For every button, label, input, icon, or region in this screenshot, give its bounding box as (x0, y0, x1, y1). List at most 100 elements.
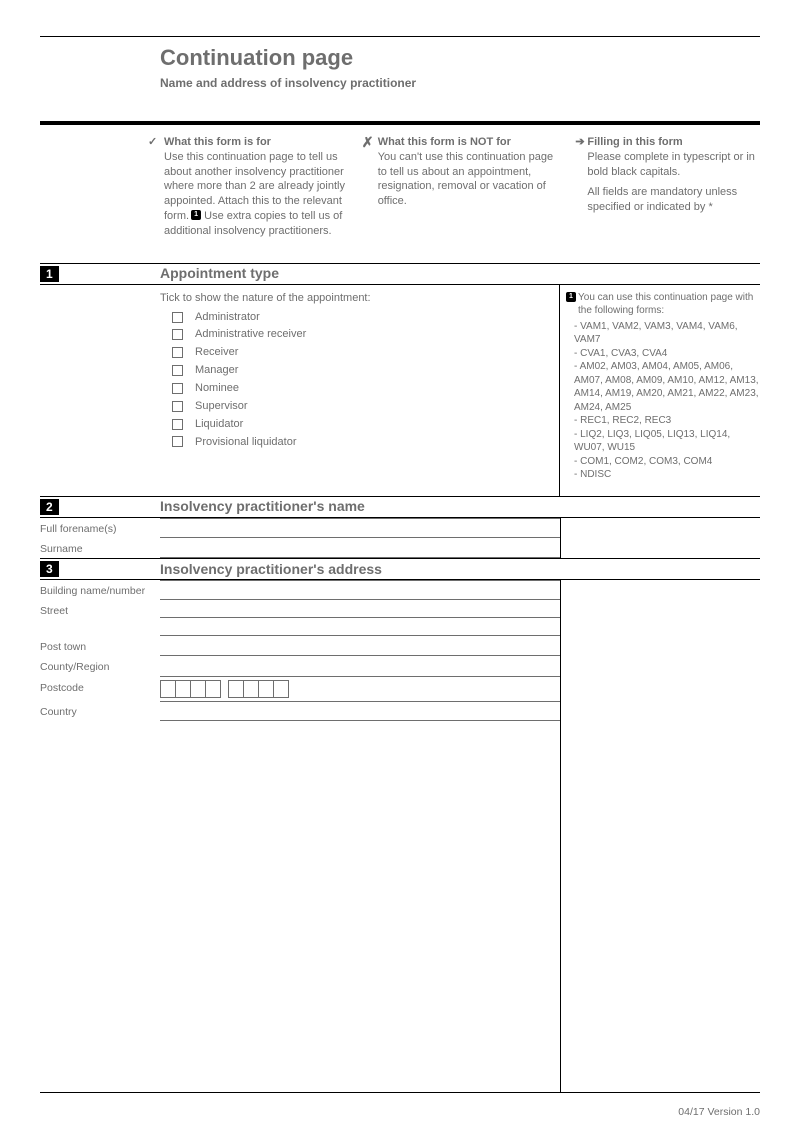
label-street: Street (40, 600, 160, 636)
intro-filling-line1: Please complete in typescript or in bold… (587, 150, 760, 180)
field-county[interactable] (160, 656, 560, 676)
footnote-marker-icon: 1 (191, 210, 201, 220)
list-item: Administrative receiver (172, 327, 551, 342)
field-posttown[interactable] (160, 636, 560, 656)
field-street-1[interactable] (160, 600, 560, 618)
form-row-county: County/Region (40, 656, 560, 676)
list-item: AM02, AM03, AM04, AM05, AM06, AM07, AM08… (574, 360, 760, 414)
form-row-forenames: Full forename(s) (40, 518, 560, 538)
list-item: Receiver (172, 345, 551, 360)
list-item: Manager (172, 363, 551, 378)
postcode-char[interactable] (258, 680, 274, 698)
sidenote-list: VAM1, VAM2, VAM3, VAM4, VAM6, VAM7 CVA1,… (574, 320, 760, 482)
field-building[interactable] (160, 580, 560, 600)
intro-filling: ➔ Filling in this form Please complete i… (577, 135, 760, 245)
section-3-body: Building name/number Street Post town Co… (40, 580, 760, 721)
checkbox[interactable] (172, 312, 183, 323)
section-3-number: 3 (40, 561, 59, 577)
section-1-title: Appointment type (160, 264, 279, 284)
section-1-head: 1 Appointment type (40, 263, 760, 285)
page-subtitle: Name and address of insolvency practitio… (160, 75, 760, 91)
page: Continuation page Name and address of in… (0, 0, 800, 1131)
section-1-body: Tick to show the nature of the appointme… (40, 285, 760, 496)
checkbox[interactable] (172, 436, 183, 447)
intro-block: ✓ What this form is for Use this continu… (40, 125, 760, 263)
postcode-char[interactable] (228, 680, 244, 698)
header: Continuation page Name and address of in… (40, 37, 760, 121)
postcode-char[interactable] (190, 680, 206, 698)
postcode-boxes (160, 677, 556, 701)
cross-icon: ✗ (362, 133, 374, 152)
option-label: Nominee (195, 381, 239, 396)
list-item: Liquidator (172, 417, 551, 432)
intro-notfor-body: You can't use this continuation page to … (378, 150, 560, 209)
list-item: CVA1, CVA3, CVA4 (574, 347, 760, 361)
section-3-remainder (40, 721, 760, 1093)
arrow-icon: ➔ (575, 135, 584, 150)
intro-what-for: ✓ What this form is for Use this continu… (150, 135, 346, 245)
checkbox[interactable] (172, 383, 183, 394)
section-2-title: Insolvency practitioner's name (160, 497, 365, 517)
postcode-char[interactable] (205, 680, 221, 698)
section-2-number: 2 (40, 499, 59, 515)
footnote-marker-icon: 1 (566, 292, 576, 302)
list-item: Supervisor (172, 399, 551, 414)
field-surname[interactable] (160, 538, 560, 558)
postcode-char[interactable] (273, 680, 289, 698)
option-label: Administrator (195, 310, 260, 325)
check-icon: ✓ (148, 135, 157, 150)
postcode-char[interactable] (160, 680, 176, 698)
checkbox[interactable] (172, 329, 183, 340)
form-row-building: Building name/number (40, 580, 560, 600)
field-forenames[interactable] (160, 518, 560, 538)
postcode-char[interactable] (243, 680, 259, 698)
form-row-surname: Surname (40, 538, 560, 558)
form-row-postcode: Postcode (40, 677, 560, 701)
section-1-prompt: Tick to show the nature of the appointme… (160, 291, 551, 306)
option-label: Receiver (195, 345, 238, 360)
intro-filling-heading: Filling in this form (587, 136, 682, 148)
list-item: REC1, REC2, REC3 (574, 414, 760, 428)
option-label: Supervisor (195, 399, 248, 414)
intro-filling-line2: All fields are mandatory unless specifie… (587, 185, 760, 215)
option-label: Administrative receiver (195, 327, 306, 342)
appointment-type-list: Administrator Administrative receiver Re… (160, 310, 551, 450)
list-item: NDISC (574, 468, 760, 482)
field-country[interactable] (160, 701, 560, 721)
footer-version: 04/17 Version 1.0 (678, 1105, 760, 1119)
checkbox[interactable] (172, 365, 183, 376)
section-1-number: 1 (40, 266, 59, 282)
label-county: County/Region (40, 656, 160, 676)
checkbox[interactable] (172, 347, 183, 358)
label-surname: Surname (40, 538, 160, 558)
label-postcode: Postcode (40, 677, 160, 701)
form-row-street: Street (40, 600, 560, 636)
intro-notfor-heading: What this form is NOT for (378, 136, 511, 148)
section-2-head: 2 Insolvency practitioner's name (40, 496, 760, 518)
section-3-head: 3 Insolvency practitioner's address (40, 558, 760, 580)
label-posttown: Post town (40, 636, 160, 656)
form-row-posttown: Post town (40, 636, 560, 656)
option-label: Manager (195, 363, 238, 378)
section-1-sidenote: 1You can use this continuation page with… (560, 285, 760, 496)
label-forenames: Full forename(s) (40, 518, 160, 538)
form-row-country: Country (40, 701, 560, 721)
intro-what-not-for: ✗ What this form is NOT for You can't us… (364, 135, 560, 245)
page-title: Continuation page (160, 43, 760, 73)
checkbox[interactable] (172, 419, 183, 430)
list-item: Provisional liquidator (172, 435, 551, 450)
option-label: Liquidator (195, 417, 243, 432)
intro-for-body: Use this continuation page to tell us ab… (164, 150, 346, 239)
list-item: COM1, COM2, COM3, COM4 (574, 455, 760, 469)
label-country: Country (40, 701, 160, 721)
section-2-body: Full forename(s) Surname (40, 518, 760, 558)
sidenote-heading: You can use this continuation page with … (578, 292, 753, 317)
section-3-title: Insolvency practitioner's address (160, 559, 382, 579)
label-building: Building name/number (40, 580, 160, 600)
checkbox[interactable] (172, 401, 183, 412)
postcode-char[interactable] (175, 680, 191, 698)
field-street-2[interactable] (160, 618, 560, 636)
list-item: Nominee (172, 381, 551, 396)
option-label: Provisional liquidator (195, 435, 297, 450)
intro-for-heading: What this form is for (164, 136, 271, 148)
